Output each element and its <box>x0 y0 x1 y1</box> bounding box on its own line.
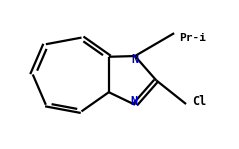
Text: Cl: Cl <box>192 95 206 108</box>
Text: Pr-i: Pr-i <box>179 33 206 43</box>
Text: N: N <box>131 53 139 66</box>
Text: N: N <box>130 95 137 108</box>
